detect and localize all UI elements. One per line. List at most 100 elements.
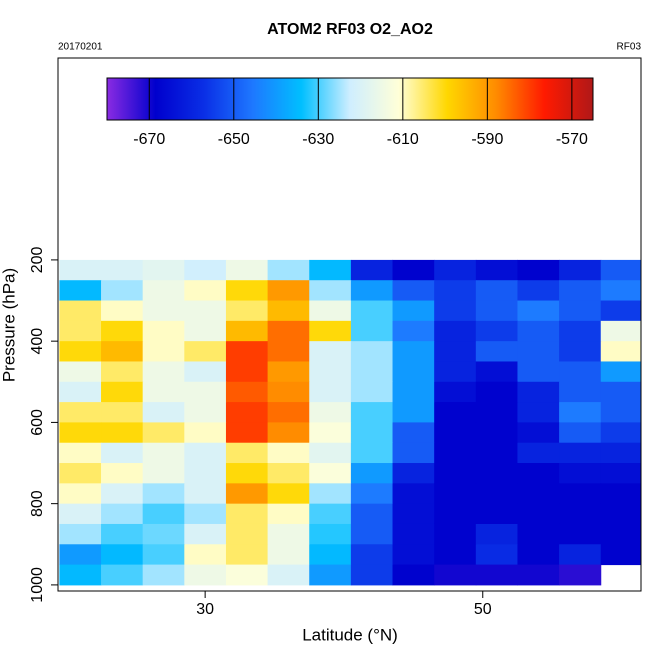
heatmap-cell — [600, 300, 642, 322]
heatmap-cell — [434, 503, 477, 525]
heatmap-cell — [600, 402, 642, 423]
heatmap-cell — [142, 402, 185, 423]
heatmap-cell — [225, 259, 269, 281]
heatmap-cell — [600, 361, 642, 383]
heatmap-cell — [559, 483, 602, 505]
heatmap-cell — [475, 544, 518, 566]
heatmap-cell — [142, 422, 185, 444]
heatmap-cell — [392, 402, 435, 423]
heatmap-cell — [392, 341, 435, 362]
heatmap-cell — [559, 422, 602, 444]
heatmap-cell — [59, 422, 102, 444]
heatmap-cell — [434, 564, 477, 586]
heatmap-cell — [600, 259, 642, 281]
heatmap-cell — [225, 483, 269, 505]
y-tick-label: 1000 — [29, 567, 46, 603]
heatmap-cell — [309, 544, 352, 566]
heatmap-cell — [392, 544, 435, 566]
heatmap-cell — [267, 341, 310, 362]
heatmap-cell — [517, 544, 560, 566]
heatmap-cell — [267, 259, 310, 281]
heatmap-cell — [225, 503, 269, 525]
heatmap-cell — [517, 361, 560, 383]
heatmap-cell — [600, 320, 642, 342]
heatmap-cell — [101, 483, 144, 505]
heatmap-cell — [309, 320, 352, 342]
heatmap-cell — [350, 422, 394, 444]
heatmap-cell — [559, 523, 602, 545]
heatmap-cell — [600, 523, 642, 545]
heatmap-cell — [475, 463, 518, 484]
heatmap-cell — [101, 320, 144, 342]
heatmap-cell — [392, 361, 435, 383]
heatmap-cell — [267, 483, 310, 505]
heatmap-cell — [267, 463, 310, 484]
heatmap-cell — [559, 564, 602, 586]
heatmap-cell — [184, 422, 227, 444]
heatmap-cell — [142, 442, 185, 464]
heatmap-cell — [392, 523, 435, 545]
heatmap-cell — [184, 361, 227, 383]
heatmap-cell — [142, 463, 185, 484]
heatmap-cell — [225, 564, 269, 586]
heatmap-cell — [600, 442, 642, 464]
heatmap-cell — [267, 564, 310, 586]
heatmap-cell — [559, 280, 602, 302]
heatmap-cell — [225, 422, 269, 444]
heatmap-cell — [392, 422, 435, 444]
heatmap-cell — [517, 503, 560, 525]
heatmap-cell — [59, 523, 102, 545]
colorbar — [106, 77, 594, 121]
heatmap-cell — [184, 483, 227, 505]
heatmap-cell — [350, 503, 394, 525]
heatmap-cell — [517, 280, 560, 302]
heatmap-cell — [101, 442, 144, 464]
heatmap-cell — [600, 463, 642, 484]
heatmap-cell — [225, 300, 269, 322]
heatmap-cell — [101, 523, 144, 545]
heatmap-cell — [101, 402, 144, 423]
heatmap-cell — [517, 483, 560, 505]
chart-title: ATOM2 RF03 O2_AO2 — [267, 21, 433, 38]
heatmap-cell — [309, 259, 352, 281]
heatmap-cell — [101, 341, 144, 362]
heatmap-cell — [101, 564, 144, 586]
overlay: 30 50 200 400 600 800 1000 -670 -650 -630 -610 -590… — [29, 57, 642, 618]
heatmap-cell — [475, 341, 518, 362]
heatmap-cell — [517, 422, 560, 444]
heatmap-cell — [434, 361, 477, 383]
heatmap-cell — [559, 442, 602, 464]
heatmap-cell — [101, 544, 144, 566]
heatmap-cell — [434, 320, 477, 342]
plot-frame — [57, 57, 642, 592]
heatmap-cell — [475, 523, 518, 545]
heatmap-cell — [350, 259, 394, 281]
heatmap-cell — [434, 259, 477, 281]
heatmap-cell — [101, 361, 144, 383]
heatmap-cell — [475, 381, 518, 403]
heatmap-cell — [267, 280, 310, 302]
heatmap-cell — [517, 381, 560, 403]
heatmap-cell — [59, 483, 102, 505]
subtitle-left: 20170201 — [58, 42, 103, 53]
heatmap-cell — [142, 381, 185, 403]
heatmap-cell — [101, 259, 144, 281]
heatmap-cell — [225, 402, 269, 423]
heatmap-cell — [59, 442, 102, 464]
heatmap-cell — [517, 523, 560, 545]
heatmap-cell — [559, 320, 602, 342]
heatmap-cell — [184, 402, 227, 423]
heatmap-cell — [434, 280, 477, 302]
heatmap-cell — [392, 280, 435, 302]
heatmap-cell — [600, 544, 642, 566]
heatmap-cell — [142, 483, 185, 505]
heatmap-cell — [434, 402, 477, 423]
heatmap-cell — [142, 503, 185, 525]
heatmap-cell — [559, 300, 602, 322]
heatmap-cell — [59, 320, 102, 342]
heatmap-cell — [142, 300, 185, 322]
heatmap-cell — [350, 483, 394, 505]
heatmap-cell — [267, 544, 310, 566]
heatmap-cell — [267, 523, 310, 545]
heatmap-cell — [184, 300, 227, 322]
